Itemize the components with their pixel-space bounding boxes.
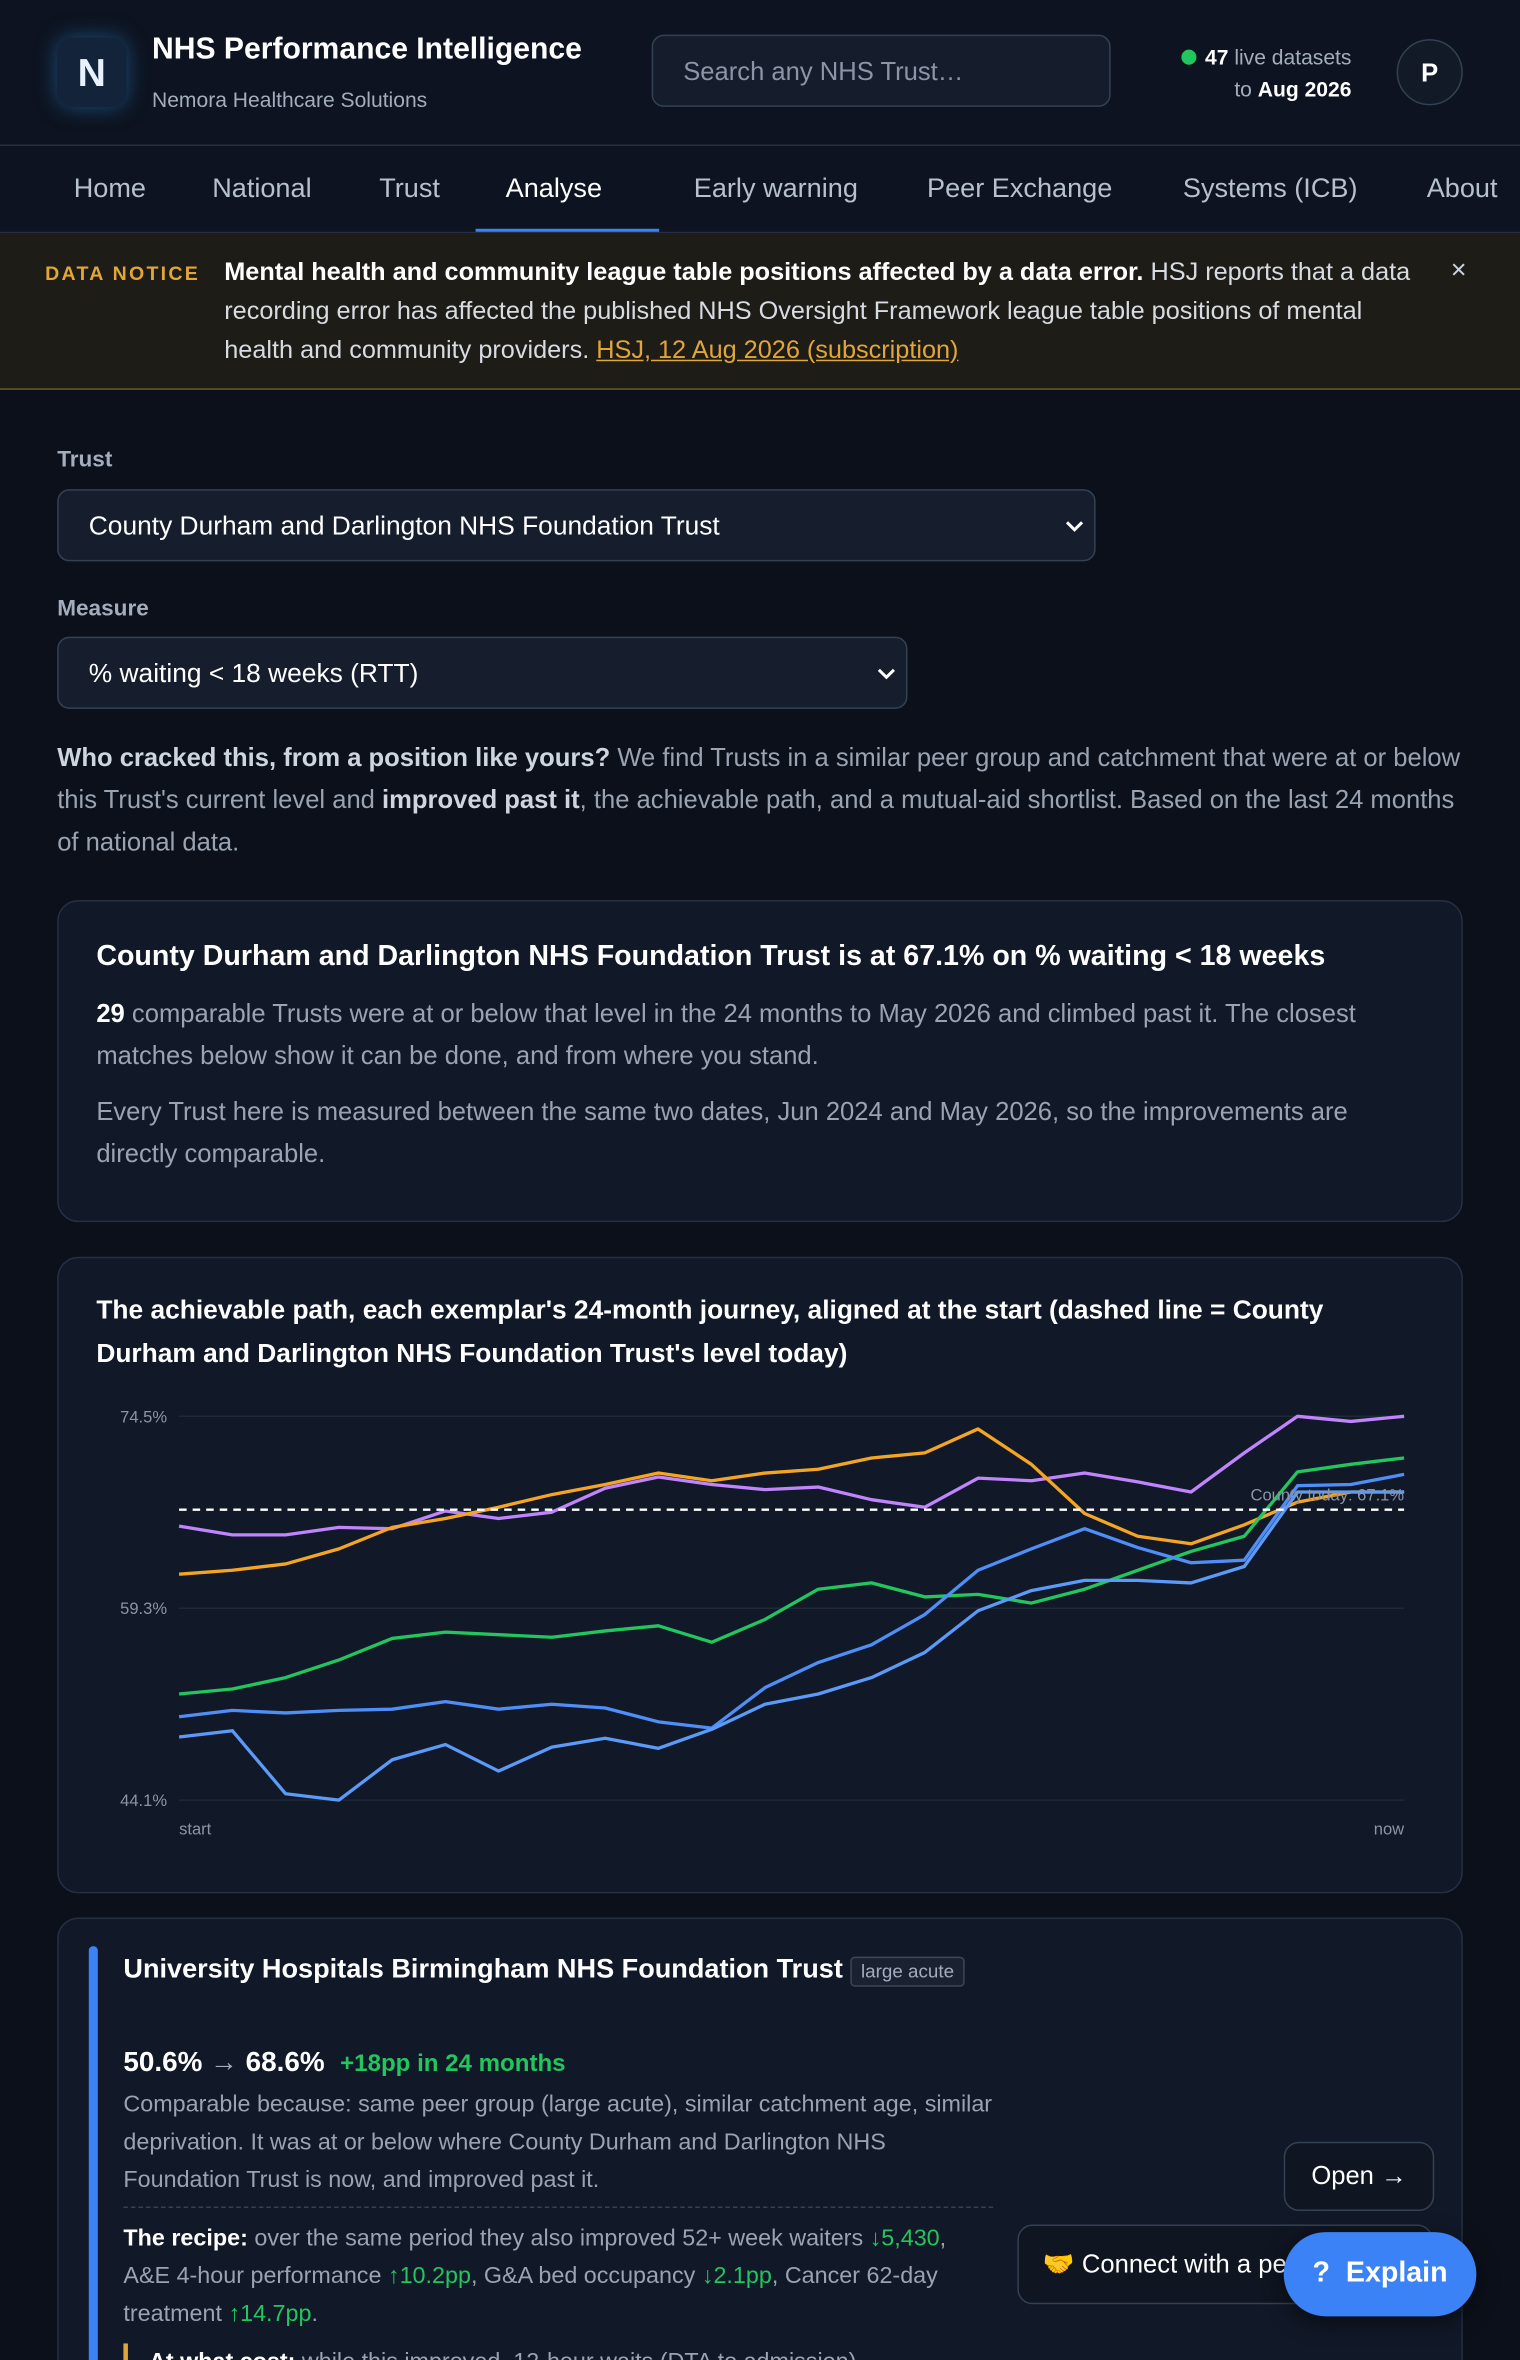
- recipe-text: , G&A bed occupancy: [470, 2263, 696, 2290]
- series-line: [178, 1490, 1405, 1802]
- y-tick-label: 44.1%: [120, 1791, 167, 1810]
- intro-text2: , the achievable path, and a mutual-aid …: [57, 785, 1455, 857]
- nav-item[interactable]: About: [1426, 173, 1498, 204]
- summary-title: County Durham and Darlington NHS Foundat…: [96, 940, 1326, 973]
- app-title: NHS Performance Intelligence: [151, 33, 582, 67]
- data-notice: DATA NOTICE Mental health and community …: [0, 233, 1520, 390]
- avatar[interactable]: P: [1396, 39, 1463, 106]
- intro-text1: We find Trusts in a similar peer group a…: [57, 743, 1461, 815]
- trust-label: Trust: [57, 447, 113, 473]
- gain: +18pp in 24 months: [340, 2051, 566, 2078]
- nav-item[interactable]: Analyse: [505, 173, 603, 204]
- recipe-label: The recipe:: [123, 2226, 248, 2252]
- dataset-text: live datasets: [1234, 45, 1352, 70]
- x-tick-label: now: [1374, 1820, 1404, 1839]
- exemplar-change: 50.6% → 68.6% +18pp in 24 months: [123, 2042, 565, 2083]
- data-date: Aug 2026: [1257, 76, 1352, 101]
- nav-item[interactable]: Systems (ICB): [1182, 173, 1358, 204]
- active-underline: [475, 228, 660, 232]
- cost-note: At what cost: while this improved, 12-ho…: [123, 2343, 856, 2360]
- explain-icon: ?: [1312, 2257, 1330, 2290]
- y-tick-label: 74.5%: [120, 1407, 167, 1426]
- from-value: 50.6%: [123, 2045, 203, 2078]
- to-value: 68.6%: [245, 2045, 325, 2078]
- chevron: [877, 668, 896, 680]
- summary-card: County Durham and Darlington NHS Foundat…: [57, 900, 1463, 1223]
- logo[interactable]: N: [57, 37, 127, 107]
- summary-count: 29: [96, 999, 125, 1028]
- intro-lead: Who cracked this, from a position like y…: [57, 743, 611, 773]
- notice-headline: Mental health and community league table…: [224, 257, 1144, 286]
- chart: 44.1% 59.3% 74.5% start now County today: 67.…: [120, 1407, 1405, 1839]
- recipe-end: .: [311, 2301, 318, 2327]
- series-line: [178, 1414, 1405, 1537]
- explain-label: Explain: [1345, 2257, 1448, 2290]
- recipe-change: ↓5,430: [869, 2226, 940, 2252]
- series-line: [178, 1427, 1405, 1576]
- chevron: [1065, 521, 1084, 532]
- open-button[interactable]: Open →: [1283, 2141, 1435, 2211]
- notice-link[interactable]: HSJ, 12 Aug 2026 (subscription): [596, 335, 959, 365]
- exemplar-card: University Hospitals Birmingham NHS Foun…: [57, 1917, 1463, 2360]
- date-prefix: to: [1234, 76, 1252, 101]
- x-tick-label: start: [179, 1820, 212, 1839]
- nav-bar: Home National Trust Analyse Early warning Pee…: [0, 145, 1520, 234]
- measure-value: % waiting < 18 weeks (RTT): [88, 657, 419, 688]
- recipe-text: , Cancer 62-day treatment: [123, 2263, 938, 2327]
- summary-text1: comparable Trusts were at or below that …: [96, 999, 1356, 1071]
- measure-select[interactable]: % waiting < 18 weeks (RTT): [57, 636, 908, 709]
- cost-label: At what cost:: [149, 2349, 295, 2360]
- search-box[interactable]: Search any NHS Trust…: [651, 34, 1111, 107]
- data-status: 47 live datasets to Aug 2026: [1180, 42, 1352, 105]
- peer-badge: large acute: [850, 1956, 965, 1987]
- separator: [123, 2206, 994, 2208]
- trust-name: University Hospitals Birmingham NHS Foun…: [123, 1953, 843, 1984]
- trust-value: County Durham and Darlington NHS Foundat…: [88, 510, 720, 541]
- measure-label: Measure: [57, 596, 149, 622]
- accent-bar: [88, 1946, 98, 2360]
- cost-text: while this improved, 12-hour waits (DTA …: [302, 2349, 856, 2360]
- explain-button[interactable]: ? Explain: [1283, 2232, 1477, 2317]
- recipe-change: ↑14.7pp: [228, 2301, 312, 2327]
- exemplar-reason: Comparable because: same peer group (lar…: [123, 2092, 993, 2193]
- chart-card: The achievable path, each exemplar's 24-…: [57, 1256, 1463, 1894]
- series-line: [178, 1472, 1405, 1730]
- nav-item[interactable]: Peer Exchange: [927, 173, 1113, 204]
- nav-item[interactable]: Home: [73, 173, 147, 204]
- dataset-count: 47: [1205, 45, 1229, 70]
- recipe-text: over the same period they also improved …: [254, 2226, 864, 2252]
- series-line: [178, 1456, 1405, 1696]
- summary-text: 29 comparable Trusts were at or below th…: [96, 993, 1435, 1077]
- nav-item[interactable]: National: [212, 173, 312, 204]
- recipe-change: ↑10.2pp: [387, 2263, 471, 2290]
- intro-text: Who cracked this, from a position like y…: [57, 737, 1479, 863]
- arrow: →: [210, 2045, 238, 2078]
- recipe-text: , A&E 4-hour performance: [123, 2226, 947, 2290]
- recipe-change: ↓2.1pp: [701, 2263, 772, 2290]
- reference-label: County today: 67.1%: [1251, 1486, 1405, 1505]
- header: N NHS Performance Intelligence Nemora He…: [0, 0, 1520, 146]
- chart-title: The achievable path, each exemplar's 24-…: [96, 1294, 1324, 1369]
- live-dot: [1180, 49, 1196, 65]
- notice-body: HSJ reports that a data recording error …: [224, 257, 1411, 365]
- nav-item[interactable]: Early warning: [693, 173, 858, 204]
- summary-note: Every Trust here is measured between the…: [96, 1097, 1348, 1168]
- app-subtitle: Nemora Healthcare Solutions: [151, 87, 428, 112]
- nav-item[interactable]: Trust: [379, 173, 440, 204]
- exemplar-name: University Hospitals Birmingham NHS Foun…: [123, 1946, 966, 1991]
- notice-text: Mental health and community league table…: [224, 253, 1428, 370]
- y-tick-label: 59.3%: [120, 1599, 167, 1618]
- notice-tag: DATA NOTICE: [45, 261, 201, 285]
- close-button[interactable]: ×: [1450, 254, 1467, 285]
- recipe: The recipe: over the same period they al…: [123, 2220, 973, 2333]
- intro-strong: improved past it: [382, 785, 580, 815]
- trust-select[interactable]: County Durham and Darlington NHS Foundat…: [57, 489, 1096, 562]
